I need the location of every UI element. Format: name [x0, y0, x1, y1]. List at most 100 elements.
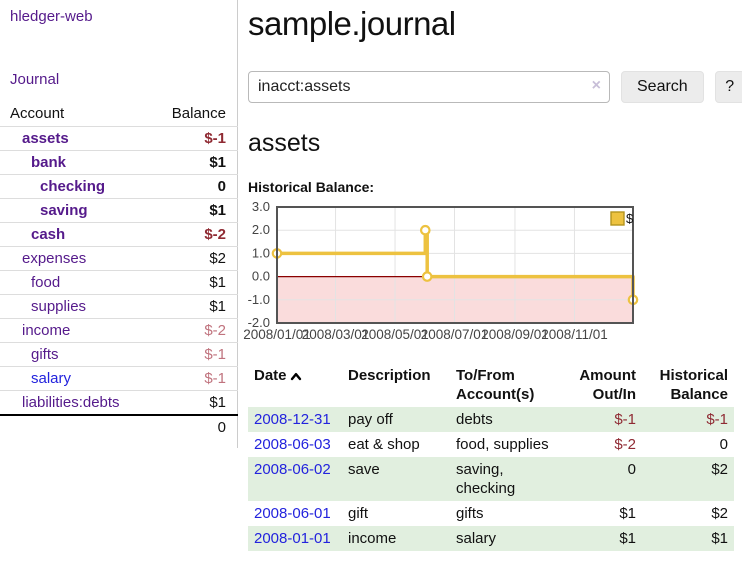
x-axis-tick-label: 2008/09/01 — [481, 327, 549, 342]
accounts-cell: gifts — [456, 505, 484, 522]
app-title-link[interactable]: hledger-web — [10, 8, 93, 25]
transaction-row: 2008-06-02 save saving, checking 0 $2 — [248, 457, 734, 501]
account-row: saving $1 — [0, 198, 238, 223]
search-button[interactable]: Search — [621, 71, 704, 103]
account-link-checking[interactable]: checking — [40, 178, 106, 195]
accounts-table-body: assets $-1 bank $1 checking 0 saving $1 cash $-2 e… — [0, 126, 238, 415]
transaction-date-link[interactable]: 2008-06-02 — [254, 461, 331, 478]
help-button[interactable]: ? — [714, 71, 742, 103]
date-cell: 2008-12-31 — [248, 407, 342, 432]
x-axis-tick-label: 2008/07/01 — [421, 327, 489, 342]
account-name-cell: gifts — [0, 342, 146, 367]
accounts-table: Account Balance assets $-1 bank $1 checking 0… — [0, 101, 238, 439]
account-balance: $-1 — [146, 366, 238, 391]
balance-cell: $1 — [642, 526, 734, 551]
transaction-date-link[interactable]: 2008-06-01 — [254, 505, 331, 522]
historical-balance-chart: $3.0 2.0 1.0 0.0 -1.0 -2.02008/01/012008/03/0… — [243, 199, 639, 342]
legend-swatch — [610, 211, 625, 226]
account-name-cell: bank — [0, 150, 146, 175]
account-link-bank[interactable]: bank — [31, 154, 67, 171]
account-link-assets[interactable]: assets — [22, 130, 69, 147]
account-name-cell: salary — [0, 366, 146, 391]
register-table-body: 2008-12-31 pay off debts $-1 $-1 2008-06-03 ea… — [248, 407, 734, 551]
register-header-date[interactable]: Date — [248, 364, 342, 407]
x-axis-tick-label: 2008/03/01 — [302, 327, 370, 342]
y-axis-tick-label: 2.0 — [252, 222, 270, 237]
data-point-marker — [421, 271, 433, 282]
accounts-cell: debts — [450, 407, 562, 432]
account-balance: $-2 — [146, 318, 238, 343]
accounts-header-balance: Balance — [171, 105, 226, 122]
balance-cell: 0 — [719, 436, 728, 453]
accounts-header-account: Account — [10, 105, 65, 122]
sort-ascending-icon — [290, 373, 301, 381]
accounts-total-value: 0 — [146, 414, 238, 439]
account-balance: 0 — [146, 174, 238, 199]
transaction-row: 2008-06-01 gift gifts $1 $2 — [248, 501, 734, 526]
search-input[interactable] — [248, 71, 610, 103]
date-cell: 2008-06-02 — [248, 457, 342, 501]
register-header-description: Description — [348, 367, 431, 384]
transaction-row: 2008-12-31 pay off debts $-1 $-1 — [248, 407, 734, 432]
account-balance: $-1 — [146, 126, 238, 151]
register-header-date-label: Date — [254, 367, 287, 384]
transaction-row: 2008-06-03 eat & shop food, supplies $-2 0 — [248, 432, 734, 457]
account-name-cell: assets — [0, 126, 146, 151]
x-axis-tick-label: 2008/01/01 — [243, 327, 311, 342]
balance-cell: $2 — [642, 457, 734, 501]
register-header-balance: Historical Balance — [659, 367, 728, 403]
account-row: liabilities:debts $1 — [0, 390, 238, 415]
search-form: × Search ? — [248, 71, 742, 103]
account-balance: $1 — [146, 390, 238, 415]
app-layout: hledger-web Journal Account Balance asse… — [0, 0, 742, 551]
y-axis-tick-label: 0.0 — [252, 269, 270, 284]
transaction-date-link[interactable]: 2008-12-31 — [254, 411, 331, 428]
transaction-date-link[interactable]: 2008-06-03 — [254, 436, 331, 453]
account-link-supplies[interactable]: supplies — [31, 298, 87, 315]
account-link-expenses[interactable]: expenses — [22, 250, 87, 267]
description-cell: gift — [348, 505, 369, 522]
y-axis-tick-label: 3.0 — [252, 199, 270, 214]
account-name-cell: supplies — [0, 294, 146, 319]
account-link-saving[interactable]: saving — [40, 202, 88, 219]
sidebar-item-journal[interactable]: Journal — [10, 71, 60, 88]
main-content: sample.journal × Search ? assets Histori… — [238, 0, 742, 551]
account-balance: $1 — [146, 270, 238, 295]
account-link-liabilities-debts[interactable]: liabilities:debts — [22, 394, 120, 411]
account-balance: $2 — [146, 246, 238, 271]
account-link-cash[interactable]: cash — [31, 226, 66, 243]
account-link-food[interactable]: food — [31, 274, 61, 291]
legend-label: $ — [626, 211, 634, 226]
account-row: expenses $2 — [0, 246, 238, 271]
chart-title: Historical Balance: — [248, 179, 375, 195]
sidebar-nav: Journal — [10, 71, 237, 88]
x-axis-tick-label: 2008/05/01 — [361, 327, 429, 342]
register-header-row: Date Description To/From Account(s) Amou… — [248, 364, 734, 407]
transaction-date-link[interactable]: 2008-01-01 — [254, 530, 331, 547]
sidebar: hledger-web Journal Account Balance asse… — [0, 0, 238, 448]
account-name-cell: food — [0, 270, 146, 295]
accounts-cell: salary — [450, 526, 562, 551]
account-balance: $1 — [146, 198, 238, 223]
account-name-cell: saving — [0, 198, 146, 223]
y-axis-tick-label: -1.0 — [248, 292, 270, 307]
description-cell: income — [342, 526, 450, 551]
account-row: gifts $-1 — [0, 342, 238, 367]
account-row: bank $1 — [0, 150, 238, 175]
register-header-amount: Amount Out/In — [579, 367, 636, 403]
account-link-gifts[interactable]: gifts — [31, 346, 59, 363]
transaction-row: 2008-01-01 income salary $1 $1 — [248, 526, 734, 551]
account-balance: $-2 — [146, 222, 238, 247]
account-row: assets $-1 — [0, 126, 238, 151]
account-link-income[interactable]: income — [22, 322, 71, 339]
balance-cell: $2 — [711, 505, 728, 522]
description-cell: save — [342, 457, 450, 501]
account-row: cash $-2 — [0, 222, 238, 247]
clear-search-icon[interactable]: × — [591, 77, 601, 94]
account-name-cell: cash — [0, 222, 146, 247]
account-link-salary[interactable]: salary — [31, 370, 72, 387]
account-balance: $1 — [146, 150, 238, 175]
account-name-cell: expenses — [0, 246, 146, 271]
accounts-cell: food, supplies — [456, 436, 549, 453]
account-name-cell: checking — [0, 174, 146, 199]
